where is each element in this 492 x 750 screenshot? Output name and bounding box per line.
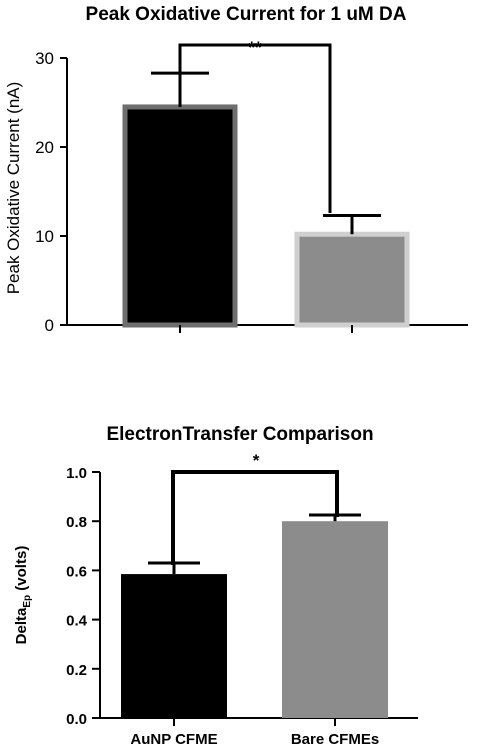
chart-2-y-tick-label: 0.8 <box>66 514 87 531</box>
chart-2-y-axis-label-subscript: Ep <box>22 595 33 608</box>
chart-2-y-tick-label: 0.6 <box>66 563 87 580</box>
chart-1-y-axis-label: Peak Oxidative Current (nA) <box>4 82 23 295</box>
chart-2-y-tick-label: 0.0 <box>66 711 87 728</box>
chart-2-y-axis-label-units: (volts) <box>13 546 30 595</box>
chart-2-x-tick-label: Bare CFMEs <box>291 731 379 748</box>
chart-2-y-tick-label: 0.2 <box>66 662 87 679</box>
chart-2: ElectronTransfer Comparison DeltaEp (vol… <box>13 424 418 748</box>
chart-1-y-tick-label: 10 <box>35 227 54 246</box>
chart-2-significance-bracket <box>171 470 339 565</box>
chart-1-bar <box>294 231 410 328</box>
chart-2-significance-label: * <box>253 451 260 470</box>
chart-1-significance-bracket <box>178 43 332 213</box>
chart-2-y-tick-label: 1.0 <box>66 465 87 482</box>
chart-1-bar <box>122 104 238 328</box>
chart-1: Peak Oxidative Current for 1 uM DA Peak … <box>4 4 468 335</box>
chart-1-y-tick-label: 20 <box>35 138 54 157</box>
chart-2-x-tick-label: AuNP CFME <box>130 731 217 748</box>
chart-2-y-axis-label-main: Delta <box>13 607 30 644</box>
chart-2-bar <box>121 574 227 718</box>
chart-1-significance-label: ** <box>248 38 262 57</box>
chart-2-title: ElectronTransfer Comparison <box>106 424 373 445</box>
chart-2-y-axis-label: DeltaEp (volts) <box>13 546 33 645</box>
chart-1-y-tick-label: 0 <box>45 316 54 335</box>
chart-1-y-tick-label: 30 <box>35 49 54 68</box>
chart-2-bar <box>282 521 388 718</box>
chart-1-title: Peak Oxidative Current for 1 uM DA <box>86 4 407 25</box>
chart-2-y-tick-label: 0.4 <box>66 613 88 630</box>
